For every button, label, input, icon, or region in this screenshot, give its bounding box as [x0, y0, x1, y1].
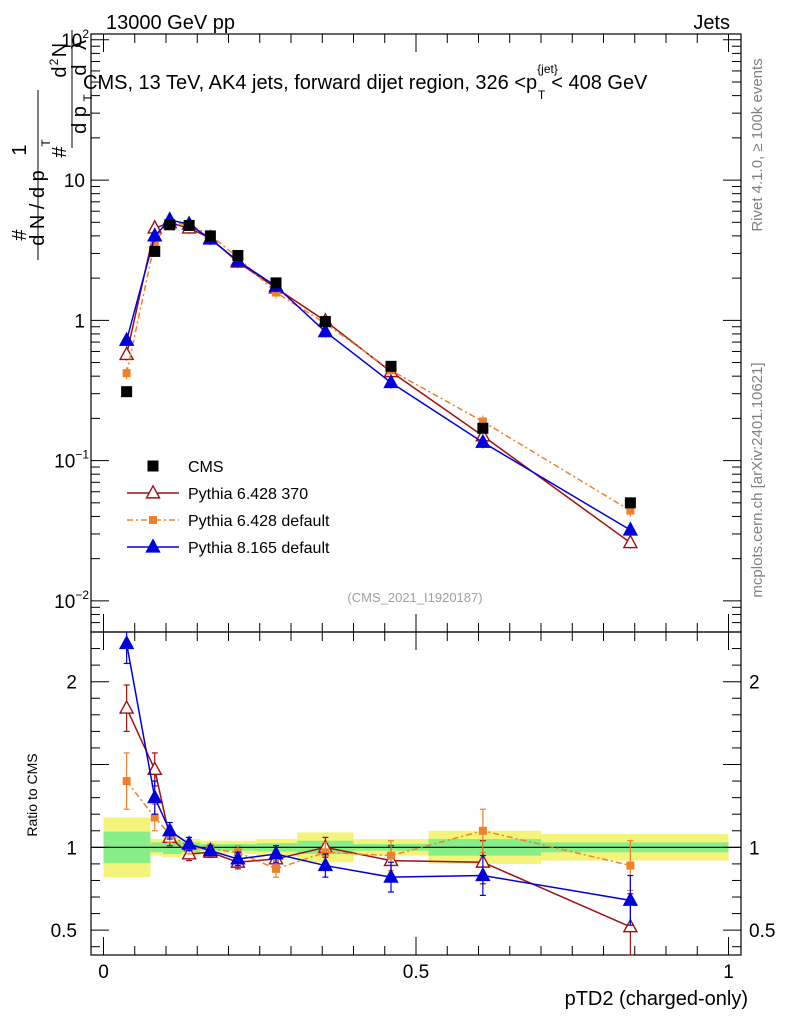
main-panel-series [118, 211, 639, 549]
svg-text:2: 2 [47, 58, 61, 65]
series-point-2 [475, 433, 491, 448]
ratio-point-2 [475, 866, 491, 882]
data-point [385, 360, 397, 372]
plot-title: CMS, 13 TeV, AK4 jets, forward dijet reg… [83, 62, 648, 102]
legend-entry-1: Pythia 6.428 default [127, 513, 330, 530]
ratio-point-2 [383, 868, 399, 883]
series-point-1 [122, 369, 131, 378]
series-point-2 [317, 323, 334, 338]
ratio-point-1 [272, 864, 280, 873]
series-point-1 [478, 417, 487, 426]
main-panel-axes: 102 10 1 10−1 10−2 [54, 27, 742, 633]
svg-text:1: 1 [9, 144, 31, 155]
ratio-y-tick-label-right: 1 [749, 838, 760, 859]
plot-title-part-2: < 408 GeV [551, 72, 648, 94]
ratio-point-2 [268, 845, 284, 860]
ratio-point-1 [626, 861, 635, 870]
plot-title-superscript: {jet} [537, 62, 558, 76]
svg-text:d: d [49, 66, 71, 77]
ratio-point-1 [122, 777, 131, 786]
data-point [624, 497, 636, 509]
x-tick-label: 0 [98, 962, 109, 983]
main-y-tick-label: 10−1 [54, 448, 89, 473]
svg-text:d p: d p [69, 106, 91, 134]
main-y-tick-label: 102 [61, 27, 89, 52]
legend-label-2: Pythia 8.165 default [188, 540, 330, 557]
legend-label-0: Pythia 6.428 370 [188, 486, 308, 503]
ratio-point-1 [478, 826, 487, 835]
ratio-point-2 [230, 850, 246, 865]
legend-label-data: CMS [188, 459, 224, 476]
ratio-point-2 [147, 789, 163, 804]
data-point [204, 230, 216, 242]
series-point-2 [383, 373, 399, 389]
plot-title-part-1: CMS, 13 TeV, AK4 jets, forward dijet reg… [83, 72, 537, 94]
legend-marker-2 [145, 538, 161, 553]
ratio-point-2 [317, 856, 334, 872]
ratio-point-2 [622, 891, 639, 906]
series-point-0 [622, 534, 639, 549]
ratio-point-1 [150, 813, 159, 822]
data-point [319, 316, 331, 328]
ratio-point-2 [181, 835, 197, 850]
ratio-y-tick-label: 2 [66, 673, 77, 694]
data-point [183, 219, 195, 231]
data-point [477, 422, 489, 434]
svg-text:#: # [49, 146, 71, 158]
svg-text:N: N [49, 43, 71, 57]
rivet-version-label: Rivet 4.1.0, ≥ 100k events [749, 58, 766, 231]
data-point [270, 277, 282, 289]
beam-label: 13000 GeV pp [106, 12, 235, 34]
data-point [121, 386, 133, 398]
legend-marker-1 [149, 516, 157, 524]
analysis-id: (CMS_2021_I1920187) [347, 590, 482, 605]
x-tick-label: 1 [723, 962, 734, 983]
mcplots-label: mcplots.cern.ch [arXiv:2401.10621] [749, 362, 766, 597]
ratio-y-axis-label: Ratio to CMS [24, 753, 40, 836]
x-axis-label: pTD2 (charged-only) [565, 988, 748, 1010]
x-tick-label: 0.5 [403, 962, 429, 983]
main-y-tick-label: 10 [64, 171, 85, 192]
series-point-2 [118, 331, 135, 346]
data-point [164, 219, 176, 231]
data-point [232, 249, 244, 261]
ratio-point-2 [162, 822, 178, 837]
legend-entry-0: Pythia 6.428 370 [127, 484, 308, 503]
ratio-y-tick-label-right: 0.5 [749, 921, 775, 942]
ratio-point-1 [387, 851, 395, 860]
series-point-1 [150, 238, 159, 247]
svg-text:#: # [9, 229, 31, 241]
series-point-1 [272, 288, 280, 297]
ratio-point-2 [118, 634, 135, 650]
plot-title-subscript: T [538, 88, 546, 102]
series-point-2 [147, 227, 163, 242]
legend-entry-data: CMS [147, 459, 224, 476]
ratio-point-2 [202, 842, 219, 857]
main-y-tick-label: 1 [74, 311, 85, 332]
ratio-point-0 [118, 699, 135, 714]
legend-entry-2: Pythia 8.165 default [127, 538, 330, 557]
ratio-point-0 [147, 760, 163, 776]
ratio-y-tick-label: 1 [66, 838, 77, 859]
ratio-point-1 [321, 848, 330, 857]
main-y-tick-label: 10−2 [54, 588, 89, 613]
svg-text:T: T [39, 139, 53, 147]
svg-text:d: d [69, 64, 91, 75]
x-axis-ticks: 0 0.5 1 [98, 34, 734, 983]
ratio-y-tick-label-right: 2 [749, 673, 760, 694]
series-point-1 [626, 506, 635, 515]
svg-text:T: T [81, 94, 95, 102]
legend-marker-0 [145, 484, 161, 499]
legend-label-1: Pythia 6.428 default [188, 513, 330, 530]
series-point-2 [622, 521, 639, 536]
ratio-panel-series [118, 631, 639, 956]
svg-text:λ: λ [69, 40, 91, 50]
category-label: Jets [693, 12, 730, 34]
legend-marker-data [147, 460, 159, 472]
ratio-y-tick-label: 0.5 [51, 921, 77, 942]
main-y-axis-label: # 1 d N / d p T # d 2 N d p T [9, 30, 95, 260]
legend: CMS Pythia 6.428 370 Pythia 6.428 default P… [127, 459, 330, 557]
data-point [149, 245, 161, 257]
